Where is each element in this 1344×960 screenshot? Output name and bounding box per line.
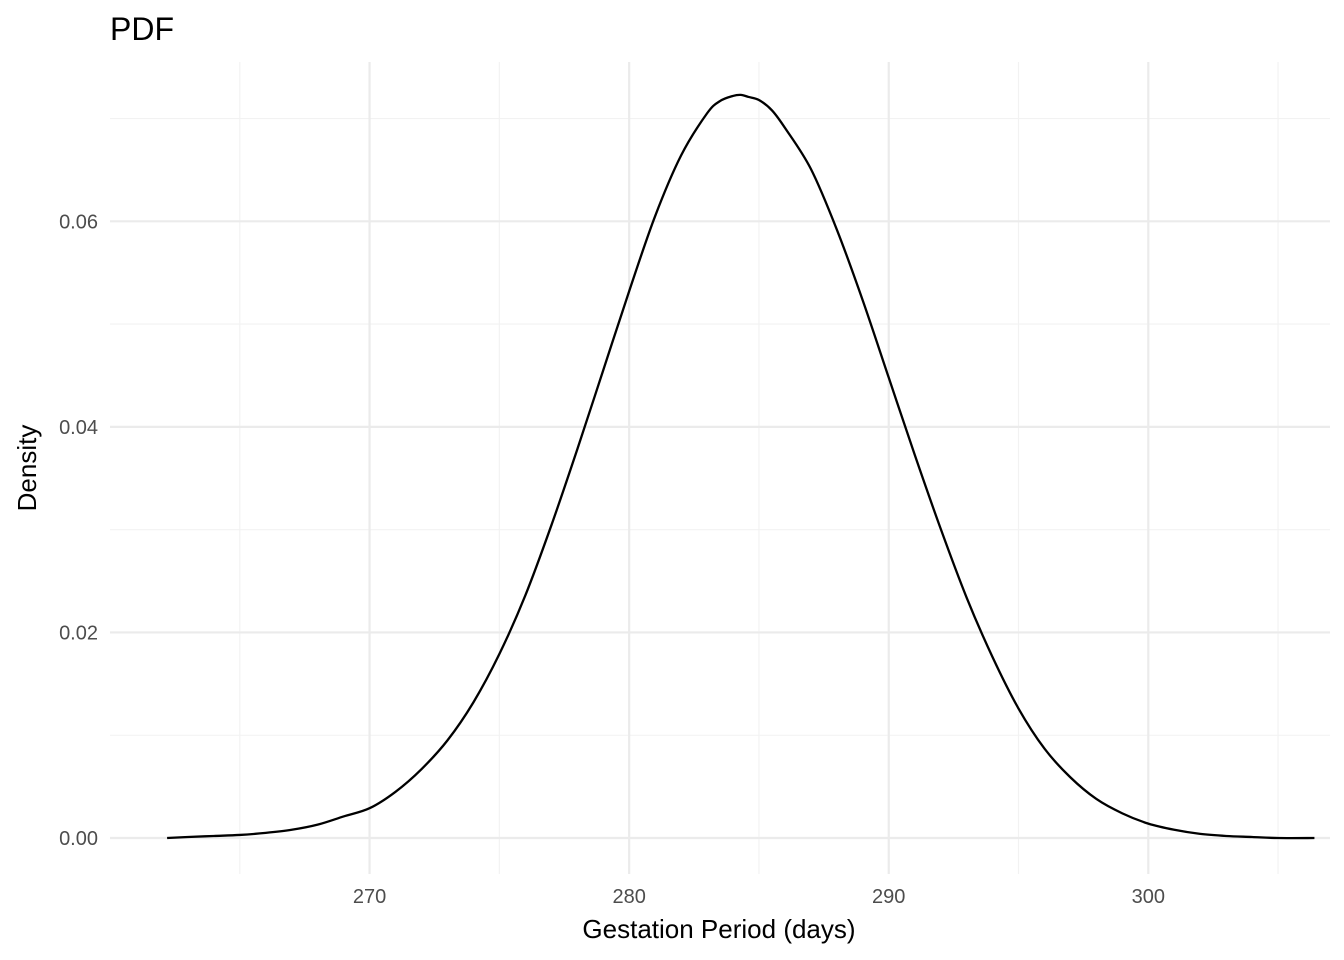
density-series [167, 93, 1315, 840]
chart-title: PDF [110, 11, 174, 47]
x-tick-label: 300 [1132, 886, 1165, 908]
y-axis-title: Density [12, 425, 42, 512]
y-tick-label: 0.06 [59, 211, 98, 233]
y-tick-label: 0.02 [59, 622, 98, 644]
y-tick-label: 0.04 [59, 417, 98, 439]
x-tick-label: 290 [872, 886, 905, 908]
x-tick-label: 280 [612, 886, 645, 908]
y-tick-label: 0.00 [59, 828, 98, 850]
x-axis-tick-labels: 270 280 290 300 [353, 886, 1165, 908]
major-gridlines [110, 62, 1330, 874]
x-axis-title: Gestation Period (days) [582, 914, 855, 944]
y-axis-tick-labels: 0.00 0.02 0.04 0.06 [59, 211, 98, 850]
x-tick-label: 270 [353, 886, 386, 908]
minor-gridlines [110, 62, 1330, 874]
density-curve-line [167, 93, 1315, 840]
